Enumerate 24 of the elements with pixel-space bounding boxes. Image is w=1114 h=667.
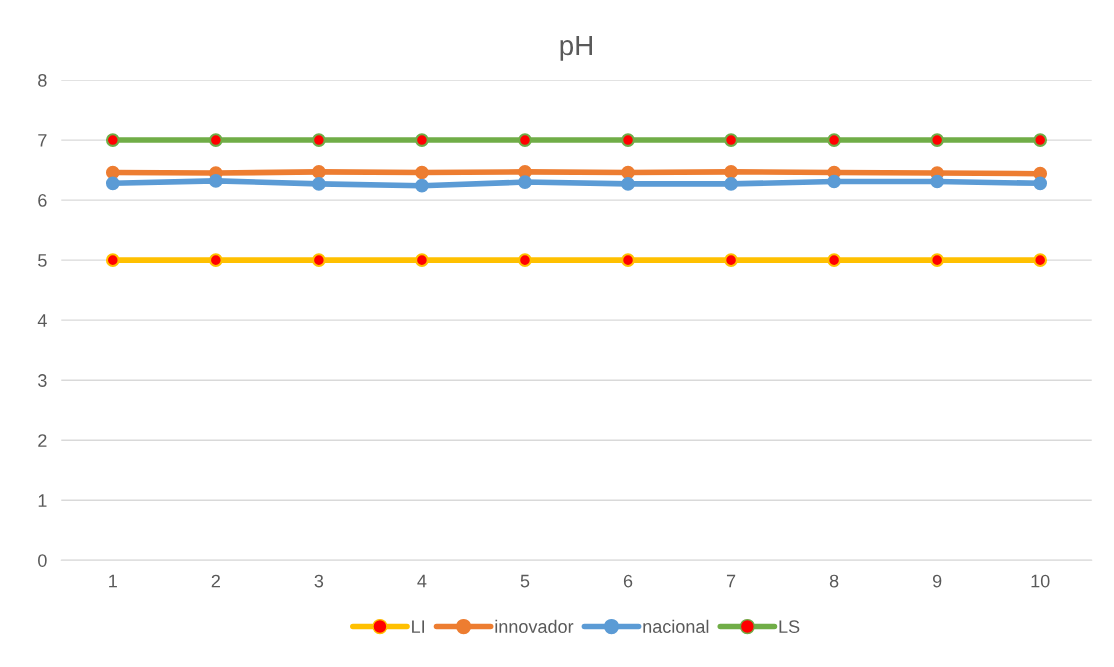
y-tick-label: 1 — [38, 494, 47, 507]
x-tick-label: 3 — [314, 574, 324, 588]
y-tick-label: 4 — [37, 314, 47, 327]
y-tick-label: 3 — [38, 374, 47, 387]
x-tick-label: 5 — [520, 574, 530, 588]
x-tick-label: 4 — [417, 574, 427, 588]
x-tick-label: 1 — [109, 574, 117, 588]
chart-title: pH — [560, 35, 592, 61]
y-tick-label: 8 — [38, 73, 47, 87]
y-tick-label: 6 — [38, 194, 47, 207]
y-tick-label: 2 — [38, 434, 47, 447]
x-tick-label: 2 — [211, 574, 220, 588]
x-tick-label: 10 — [1031, 574, 1050, 588]
legend-label: nacional — [643, 619, 709, 634]
legend-label: LI — [412, 620, 425, 633]
x-tick-label: 8 — [829, 574, 839, 588]
legend-label: LS — [779, 620, 800, 634]
x-tick-label: 6 — [623, 574, 633, 588]
y-tick-label: 7 — [38, 134, 47, 147]
y-tick-label: 0 — [38, 554, 47, 567]
legend-label: innovador — [495, 619, 574, 634]
y-tick-label: 5 — [38, 254, 47, 267]
x-tick-label: 7 — [726, 574, 736, 588]
x-tick-label: 9 — [932, 574, 942, 588]
